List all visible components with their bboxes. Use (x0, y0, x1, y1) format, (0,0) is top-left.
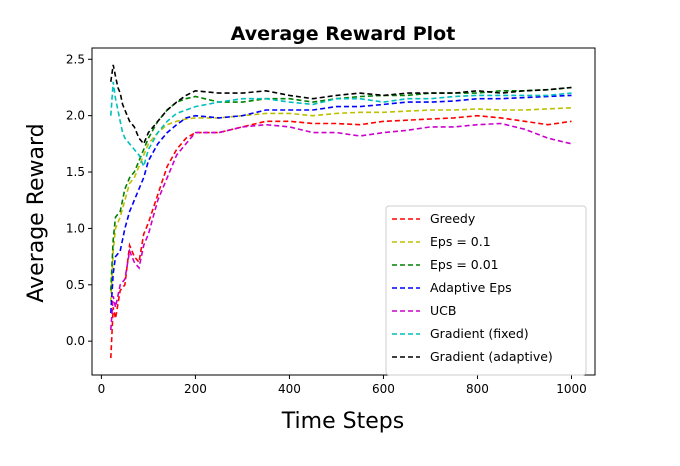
x-axis-label: Time Steps (281, 409, 404, 434)
y-tick-label: 2.0 (66, 109, 85, 123)
chart-title: Average Reward Plot (231, 23, 456, 45)
plot-area (91, 47, 596, 376)
legend-label-eps-0-01: Eps = 0.01 (430, 257, 499, 272)
legend-label-gradient-fixed: Gradient (fixed) (430, 326, 529, 341)
y-axis-label: Average Reward (24, 123, 49, 302)
legend: Greedy Eps = 0.1 Eps = 0.01 Adaptive Eps UCB… (385, 205, 587, 376)
x-tick-label: 400 (278, 382, 301, 396)
plot-frame (91, 47, 596, 376)
y-tick-label: 1.0 (66, 221, 85, 235)
legend-label-greedy: Greedy (430, 211, 476, 226)
x-tick-label: 0 (98, 382, 106, 396)
series-lines (110, 64, 572, 359)
series-line-ucb (110, 122, 572, 330)
series-line-gradient-adaptive (110, 64, 572, 146)
y-axis-ticks: 0.0 0.5 1.0 1.5 2.0 2.5 (66, 52, 92, 348)
x-tick-label: 200 (184, 382, 207, 396)
y-tick-label: 1.5 (66, 165, 85, 179)
series-line-gradient-fixed (110, 81, 572, 169)
x-tick-label: 600 (372, 382, 395, 396)
legend-label-eps-0-1: Eps = 0.1 (430, 234, 491, 249)
legend-label-ucb: UCB (430, 303, 456, 318)
legend-label-adaptive-eps: Adaptive Eps (430, 280, 512, 295)
x-axis-ticks: 0 200 400 600 800 1000 (98, 375, 587, 396)
series-line-greedy (110, 114, 572, 359)
y-tick-label: 0.0 (66, 334, 85, 348)
legend-label-gradient-adaptive: Gradient (adaptive) (430, 349, 553, 364)
legend-box (385, 205, 587, 376)
series-line-adaptive-eps (110, 94, 572, 314)
y-tick-label: 2.5 (66, 52, 85, 66)
y-tick-label: 0.5 (66, 278, 85, 292)
x-tick-label: 1000 (556, 382, 587, 396)
x-tick-label: 800 (466, 382, 489, 396)
